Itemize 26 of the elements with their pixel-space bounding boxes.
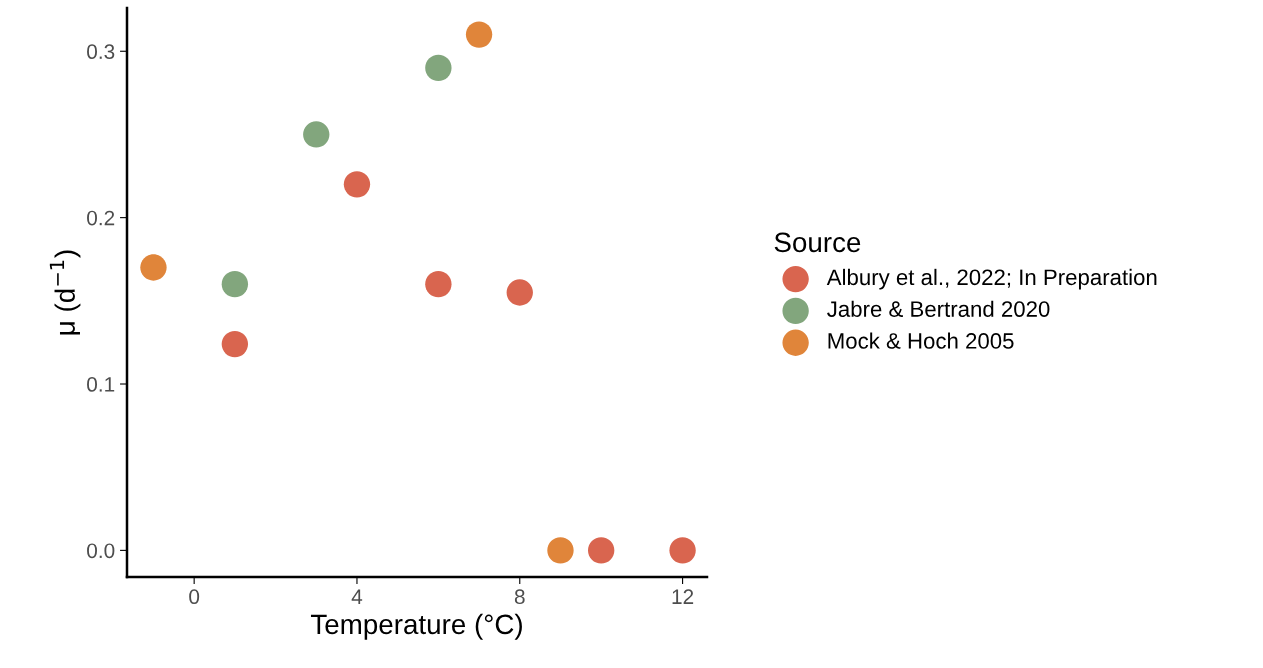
point <box>221 271 249 298</box>
y-tick-label: 0.2 <box>87 210 115 226</box>
y-tick-label: 0.1 <box>87 377 115 392</box>
point <box>547 537 574 564</box>
y-axis-title: μ (d$^{−1}$) <box>49 250 81 335</box>
legend-label: Albury et al., 2022; In Preparation <box>826 268 1157 290</box>
point <box>588 537 615 564</box>
y-tick-label: 0.3 <box>87 44 115 60</box>
point <box>506 279 533 306</box>
point <box>425 54 452 82</box>
legend-title: Source <box>774 232 861 253</box>
point <box>669 537 696 564</box>
x-tick-label: 4 <box>351 589 363 604</box>
x-tick-label: 0 <box>189 589 200 605</box>
legend-label: Mock & Hoch 2005 <box>828 332 1014 349</box>
point <box>303 121 330 148</box>
x-tick-label: 12 <box>672 589 694 604</box>
point <box>465 21 493 48</box>
y-tick-label: 0.0 <box>87 543 115 559</box>
point <box>140 254 167 281</box>
point <box>425 271 452 298</box>
point <box>343 171 371 198</box>
point <box>221 330 249 358</box>
x-axis-title: Temperature (°C) <box>310 613 522 640</box>
x-tick-label: 8 <box>514 589 525 605</box>
legend-label: Jabre & Bertrand 2020 <box>827 300 1050 317</box>
